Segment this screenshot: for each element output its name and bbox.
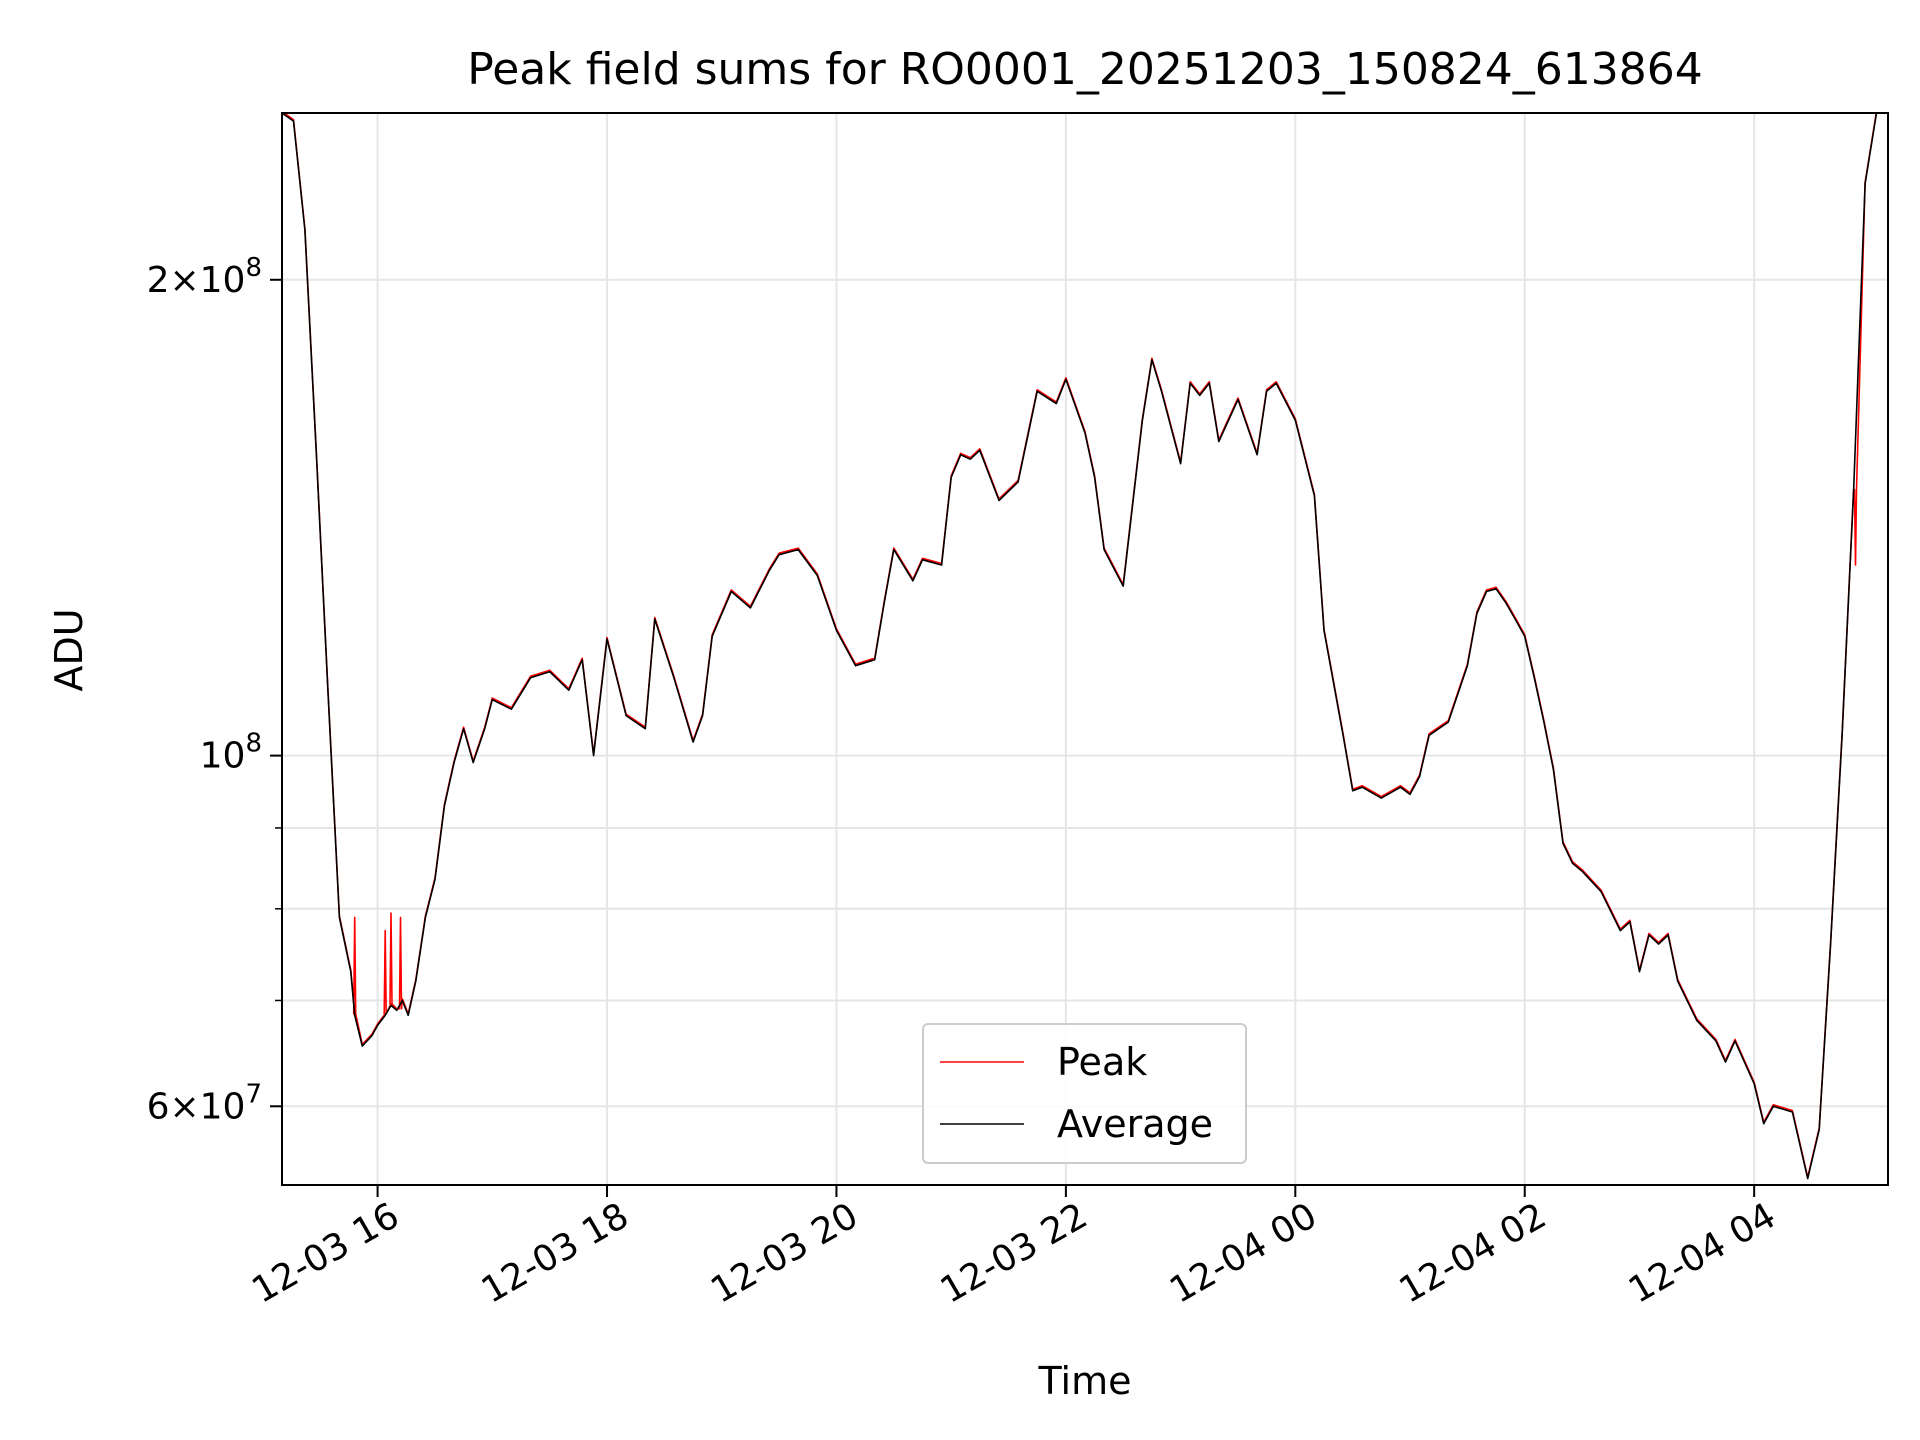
x-tick-label: 12-03 18 [475,1195,636,1311]
x-axis-label: Time [1038,1359,1132,1403]
plot-frame [281,112,1889,1186]
y-tick-label: 2×108 [147,253,262,301]
x-tick-label: 12-03 22 [934,1195,1095,1311]
y-axis-label: ADU [47,608,91,691]
grid-lines [282,113,1888,1185]
legend: Peak Average [922,1023,1247,1164]
y-tick-group: 6×107 108 2×108 [147,253,282,1127]
series-line-average [282,113,1878,1180]
legend-frame [922,1023,1247,1164]
y-tick-label: 108 [200,729,262,777]
x-tick-label: 12-04 00 [1163,1195,1324,1311]
legend-label-average: Average [1057,1102,1213,1146]
x-tick-label: 12-04 02 [1393,1195,1554,1311]
x-tick-group: 12-03 16 12-03 18 12-03 20 12-03 22 12-04 00… [245,1185,1783,1312]
series-line-peak [282,113,1878,1178]
x-tick-label: 12-03 16 [245,1195,406,1311]
chart-title: Peak field sums for RO0001_20251203_1508… [467,44,1703,95]
y-tick-label: 6×107 [147,1079,262,1127]
x-tick-label: 12-03 20 [704,1195,865,1311]
legend-label-peak: Peak [1057,1040,1147,1084]
x-tick-label: 12-04 04 [1622,1195,1783,1311]
